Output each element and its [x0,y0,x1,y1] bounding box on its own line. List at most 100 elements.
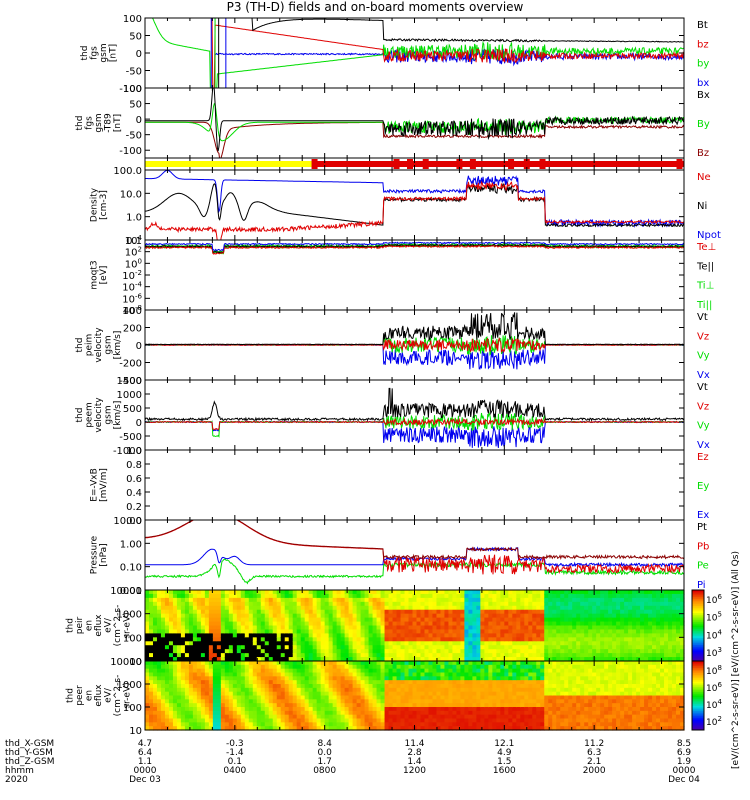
spectro-cell [312,617,318,623]
spectro-cell [416,653,422,658]
spectro-cell [308,664,314,670]
spectro-cell [512,645,517,650]
spectro-cell [480,695,485,700]
spectro-cell [440,601,446,607]
spectro-cell [524,718,529,723]
spectro-cell [196,691,202,697]
spectro-cell [200,664,206,670]
spectro-cell [372,691,378,697]
spectro-cell [380,641,386,646]
spectro-cell [212,703,218,708]
spectro-cell [320,613,326,619]
spectro-cell [552,668,557,674]
spectro-cell [296,699,302,704]
spectro-cell [292,691,298,697]
spectro-cell [208,590,214,595]
spectro-cell [516,653,521,658]
spectro-cell [400,661,406,666]
spectro-cell [324,597,330,603]
spectro-cell [152,590,158,595]
spectro-cell [252,668,258,674]
spectro-cell [488,707,493,712]
spectro-cell [176,718,182,723]
spectro-cell [620,680,625,685]
spectro-cell [332,710,338,716]
spectro-cell [152,641,158,646]
spectro-cell [344,605,350,611]
spectro-cell [296,672,302,677]
spectro-cell [212,684,218,689]
spectro-cell [328,718,334,723]
spectro-cell [332,637,338,642]
spectro-cell [368,668,374,674]
spectro-cell [528,691,533,697]
spectro-cell [400,722,406,727]
spectro-cell [588,621,593,627]
spectro-cell [676,629,681,634]
spectro-cell [572,691,577,697]
spectro-cell [488,661,493,666]
spectro-cell [272,617,278,623]
spectro-cell [584,714,589,720]
spectro-cell [396,684,402,689]
spectro-cell [152,609,158,615]
spectro-cell [528,637,533,642]
spectro-cell [296,609,302,615]
spectro-cell [612,653,617,658]
spectro-cell [220,613,226,619]
spectro-cell [568,710,573,716]
mode-segment-slow [145,161,315,167]
spectro-cell [460,617,465,623]
spectro-cell [572,621,577,627]
spectro-cell [516,664,521,670]
spectro-cell [200,714,206,720]
spectro-cell [564,609,569,615]
spectro-cell [372,718,378,723]
spectro-cell [145,657,150,662]
spectro-cell [152,714,158,720]
spectro-cell [428,714,434,720]
spectro-cell [240,645,246,650]
spectro-cell [324,699,330,704]
spectro-cell [564,621,569,627]
spectro-cell [236,680,242,685]
spectro-cell [592,680,597,685]
spectro-cell [536,726,541,731]
spectro-cell [508,597,513,603]
spectro-cell [272,633,278,638]
spectro-cell [212,649,218,654]
spectro-cell [532,601,537,607]
spectro-cell [448,695,454,700]
spectro-cell [560,668,565,674]
spectro-cell [376,687,382,693]
spectro-cell [484,680,489,685]
spectro-cell [356,680,362,685]
spectro-cell [300,684,306,689]
spectro-cell [192,680,198,685]
spectro-cell [556,613,561,619]
spectro-cell [280,695,286,700]
spectro-cell [292,707,298,712]
spectro-cell [500,653,505,658]
spectro-cell [656,672,661,677]
spectro-cell [676,649,681,654]
spectro-cell [396,722,402,727]
spectro-cell [428,687,434,693]
spectro-cell [272,597,278,603]
spectro-cell [252,691,258,697]
spectro-cell [612,699,617,704]
spectro-cell [476,605,481,611]
spectro-cell [680,714,685,720]
spectro-cell [236,676,242,681]
spectro-cell [648,672,653,677]
spectro-cell [436,726,442,731]
spectro-cell [648,722,653,727]
spectro-cell [560,649,565,654]
spectro-cell [404,661,410,666]
spectro-cell [392,613,398,619]
spectro-cell [488,657,493,662]
spectro-cell [500,718,505,723]
spectro-cell [360,637,366,642]
spectro-cell [408,613,414,619]
spectro-cell [424,664,430,670]
